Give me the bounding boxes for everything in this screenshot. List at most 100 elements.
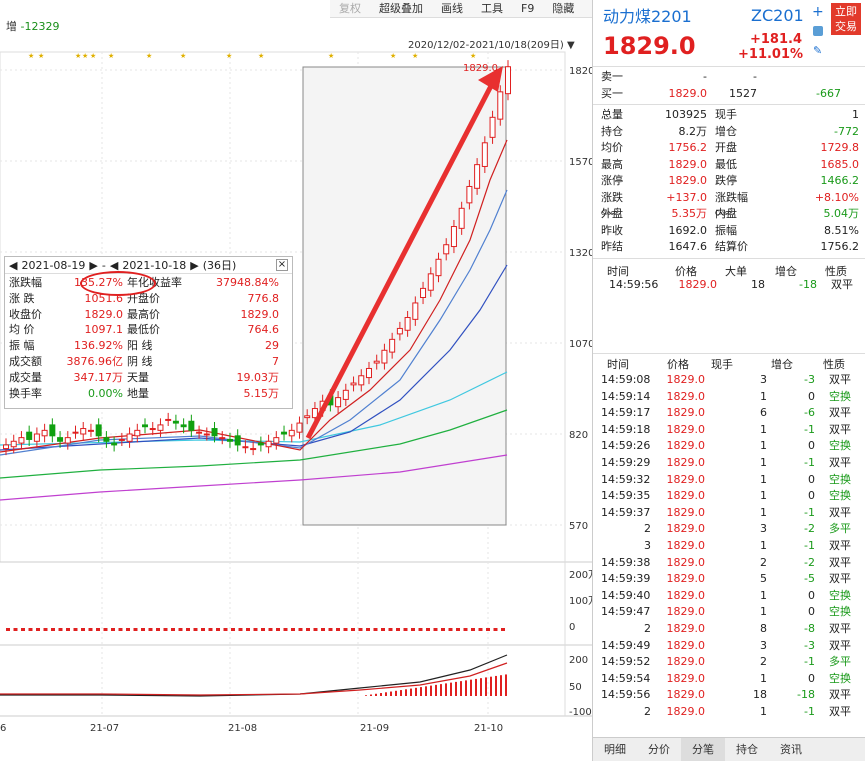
interval-stats-header: ◀ 2021-08-19 ▶ - ◀ 2021-10-18 ▶ (36日) × [5, 257, 292, 274]
candle-body [219, 437, 226, 440]
candle-body [180, 424, 187, 428]
candle-body [342, 389, 349, 400]
candle-body [427, 273, 434, 291]
tab-3[interactable]: 持仓 [736, 743, 758, 756]
alert-icon[interactable] [813, 26, 823, 36]
tick-type: 空换 [829, 489, 851, 503]
end-date[interactable]: 2021-10-18 [122, 258, 187, 272]
next-end-icon[interactable]: ▶ [190, 258, 199, 272]
change-value: +181.4 [749, 32, 802, 47]
prev-start-icon[interactable]: ◀ [9, 258, 18, 272]
kline-chart-area[interactable]: 1820 1570 1320 1070 820 570 ★ ★ ★ ★ ★ ★ ★ ★ ★ ★ ★ ★ ★ ★ 1829… [0, 0, 592, 761]
quote-stat-label: 跌停 [715, 174, 737, 187]
macd-bar [470, 679, 472, 696]
candle-body [373, 360, 380, 364]
tab-2[interactable]: 分笔 [681, 738, 725, 761]
close-icon[interactable]: × [276, 259, 288, 271]
chart-toolbar: 复权 超级叠加 画线 工具 F9 隐藏 [330, 0, 592, 18]
add-watch-icon[interactable]: + [812, 4, 824, 20]
tick-time: 14:59:32 [601, 472, 651, 486]
tick-time: 3 [644, 539, 651, 553]
toolbar-restore-right[interactable]: 复权 [339, 2, 361, 15]
candle-body [165, 418, 172, 421]
edit-icon[interactable]: ✎ [813, 44, 823, 57]
star-marker: ★ [75, 52, 81, 60]
quote-stat-label: 持仓 [601, 124, 623, 138]
tick-price: 1829.0 [666, 638, 706, 652]
candle-body [257, 442, 264, 446]
tick-time: 14:59:37 [601, 505, 651, 519]
prev-end-icon[interactable]: ◀ [109, 258, 119, 272]
tick-volume: 6 [760, 406, 767, 420]
candle-body [396, 327, 403, 335]
tick-row: 14:59:18 1829.0 1 -1 双平 [593, 422, 865, 439]
toolbar-tools[interactable]: 工具 [481, 2, 503, 15]
next-start-icon[interactable]: ▶ [89, 258, 98, 272]
candle-body [350, 382, 357, 386]
change-percent: +11.01% [738, 47, 804, 62]
tick-change: -1 [804, 704, 815, 718]
toolbar-draw-line[interactable]: 画线 [441, 2, 463, 15]
quote-stat-row: 总量 103925 现手 1 [601, 107, 859, 124]
macd-bar [380, 693, 382, 696]
stat-value: 1829.0 [84, 307, 124, 321]
tick-row: 2 1829.0 3 -2 多平 [593, 521, 865, 538]
ma-line-cyan [0, 371, 508, 446]
tick-volume: 1 [760, 505, 767, 519]
tick-time: 14:59:08 [601, 373, 651, 387]
quote-stat-label: 昨收 [601, 223, 623, 237]
toolbar-f9[interactable]: F9 [521, 2, 535, 15]
volume-bar [313, 628, 318, 631]
sell1-price: - [703, 70, 707, 83]
trade-now-button[interactable]: 立即 交易 [831, 3, 861, 35]
macd-bar [505, 674, 507, 696]
candle-body [196, 431, 203, 434]
tick-row: 14:59:17 1829.0 6 -6 双平 [593, 405, 865, 422]
volume-bar [343, 628, 348, 631]
volume-bar [58, 628, 63, 631]
tick-time: 14:59:17 [601, 406, 651, 420]
macd-bar [385, 692, 387, 696]
tick-type: 双平 [829, 622, 851, 635]
tick-type: 空换 [829, 472, 851, 486]
volume-bar [163, 628, 168, 631]
tick-price: 1829.0 [666, 373, 706, 387]
tick-time: 14:59:14 [601, 389, 651, 403]
big-order-vol: 18 [751, 277, 765, 291]
quote-stat-value: 5.04万 [823, 207, 860, 220]
tick-time: 2 [644, 704, 651, 718]
tick-list[interactable]: 14:59:08 1829.0 3 -3 双平 14:59:14 1829.0 1 0 空换 14:… [593, 372, 865, 720]
candle-body [296, 422, 303, 433]
chevron-down-icon[interactable]: ▼ [566, 40, 575, 51]
candle-body [26, 431, 33, 440]
tick-volume: 3 [760, 522, 767, 536]
tick-row: 2 1829.0 1 -1 双平 [593, 704, 865, 721]
quote-stat-row: 最高 1829.0 最低 1685.0 [601, 157, 859, 174]
trend-arrow-head [478, 66, 503, 92]
tab-1[interactable]: 分价 [648, 743, 670, 756]
volume-tick-label: 100万 [569, 596, 592, 607]
tab-0[interactable]: 明细 [604, 743, 626, 756]
date-range-text: 2020/12/02-2021/10/18(209日) [408, 40, 564, 51]
toolbar-overlay[interactable]: 超级叠加 [379, 2, 423, 15]
stat-label: 涨跌幅 [9, 276, 42, 289]
quote-stat-row: 昨收 1692.0 振幅 8.51% [601, 223, 859, 240]
tick-volume: 8 [760, 622, 767, 635]
quote-stat-label: 内盘 [715, 207, 737, 220]
candle-body [188, 420, 195, 431]
tick-time: 14:59:18 [601, 422, 651, 436]
start-date[interactable]: 2021-08-19 [21, 258, 86, 272]
tick-volume: 3 [760, 638, 767, 652]
candle-body [57, 437, 64, 442]
quote-stat-row: 涨停 1829.0 跌停 1466.2 [601, 173, 859, 190]
toolbar-hide[interactable]: 隐藏 [552, 2, 575, 15]
quote-stat-value: 5.35万 [671, 207, 708, 220]
volume-bar [73, 628, 78, 631]
tab-4[interactable]: 资讯 [780, 743, 802, 756]
date-range-label[interactable]: 2020/12/02-2021/10/18(209日) ▼ [408, 36, 575, 51]
volume-bar [261, 628, 265, 631]
tick-volume: 1 [760, 489, 767, 503]
tick-change: -1 [804, 456, 815, 470]
volume-bar [51, 628, 55, 631]
